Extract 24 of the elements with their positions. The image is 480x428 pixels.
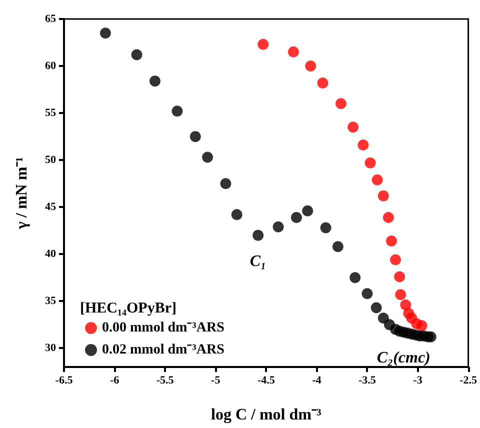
x-tick-label: -6 xyxy=(110,374,120,386)
x-tick-label: -5 xyxy=(211,374,221,386)
x-tick-label: -3.5 xyxy=(358,374,376,386)
x-tick-label: -4.5 xyxy=(257,374,276,386)
y-tick-label: 55 xyxy=(45,107,56,120)
x-tick-label: -4 xyxy=(312,374,322,386)
y-axis-title: γ / mN m⁻¹ xyxy=(14,156,30,230)
y-tick-label: 60 xyxy=(45,60,56,72)
y-tick-label: 65 xyxy=(45,13,56,25)
y-tick-label: 50 xyxy=(45,154,56,166)
legend-label: 0.00 mmol dm⁻³ARS xyxy=(102,320,225,336)
legend-label: 0.02 mmol dm⁻³ARS xyxy=(102,342,225,358)
annotation: C₁ xyxy=(250,252,266,270)
legend-title: [HEC₁₄OPyBr] xyxy=(80,300,176,316)
x-tick-label: -5.5 xyxy=(156,374,174,386)
y-tick-label: 35 xyxy=(45,295,56,308)
y-tick-label: 30 xyxy=(45,342,56,354)
x-axis-title: log C / mol dm⁻³ xyxy=(211,406,322,424)
y-tick-label: 45 xyxy=(45,201,56,214)
x-tick-label: -3 xyxy=(413,374,423,386)
x-tick-label: -6.5 xyxy=(55,374,74,386)
x-tick-label: -2.5 xyxy=(460,374,478,386)
annotation: C₂(cmc) xyxy=(376,350,430,367)
y-tick-label: 40 xyxy=(45,248,56,260)
